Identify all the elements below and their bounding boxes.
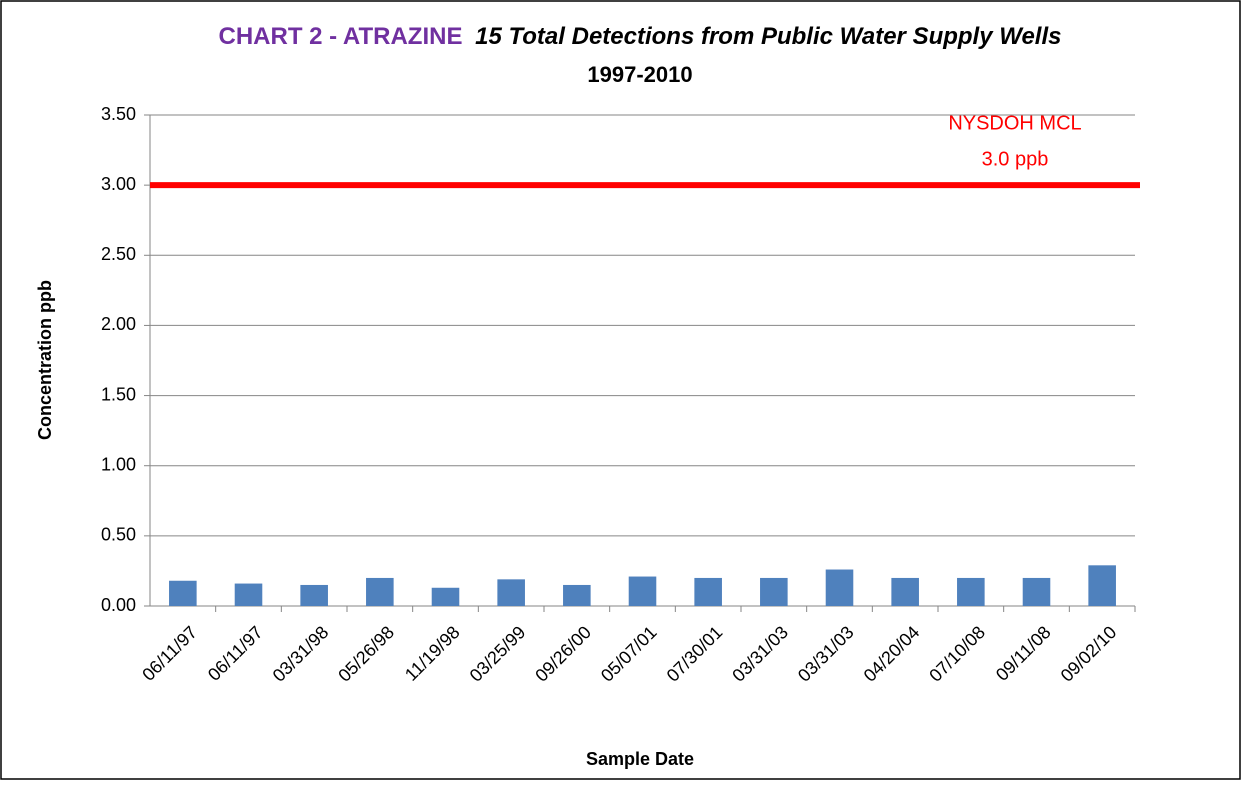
y-tick-label: 2.50 [101, 244, 136, 264]
x-axis-title: Sample Date [586, 749, 694, 769]
bar [825, 569, 854, 606]
bar [169, 580, 197, 606]
bar [366, 577, 394, 606]
bar [1022, 577, 1051, 606]
bar [300, 584, 328, 606]
y-tick-label: 1.50 [101, 384, 136, 404]
bar [563, 584, 591, 606]
bar [497, 579, 525, 606]
y-tick-label: 0.50 [101, 525, 136, 545]
bar [957, 577, 985, 606]
y-tick-label: 3.50 [101, 104, 136, 124]
y-tick-label: 3.00 [101, 174, 136, 194]
bar [628, 576, 657, 606]
bar [234, 583, 263, 606]
reference-label: NYSDOH MCL [948, 112, 1081, 134]
reference-label: 3.0 ppb [982, 148, 1049, 170]
chart-title-line: CHART 2 - ATRAZINE 15 Total Detections f… [218, 23, 1061, 50]
y-tick-label: 1.00 [101, 454, 136, 474]
chart-subtitle: 15 Total Detections from Public Water Su… [475, 23, 1061, 50]
chart-period: 1997-2010 [587, 62, 692, 87]
bar [694, 577, 722, 606]
y-tick-label: 2.00 [101, 314, 136, 334]
chart-title: CHART 2 - ATRAZINE [218, 23, 462, 50]
bar [431, 587, 460, 606]
y-axis-title: Concentration ppb [35, 280, 55, 440]
bar [1088, 565, 1116, 606]
bar [760, 577, 788, 606]
y-tick-label: 0.00 [101, 595, 136, 615]
bar [891, 577, 919, 606]
